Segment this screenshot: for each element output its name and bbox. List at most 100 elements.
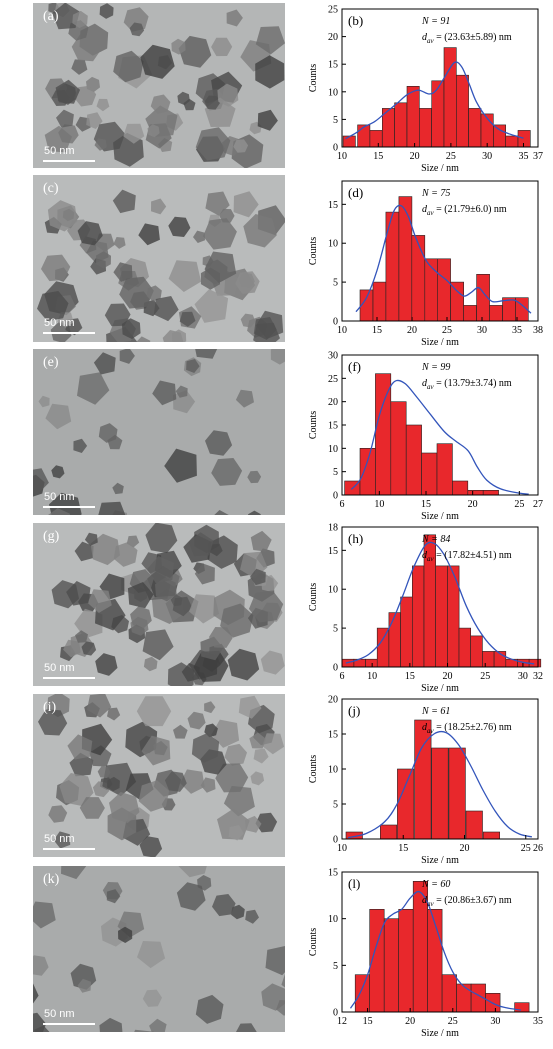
histogram-bar xyxy=(342,135,356,148)
histogram-bar xyxy=(406,86,420,148)
y-tick-label: 0 xyxy=(333,317,338,328)
histogram-bar xyxy=(390,401,407,496)
x-tick-label: 20 xyxy=(405,1016,415,1027)
y-tick-label: 15 xyxy=(328,546,338,557)
y-tick-label: 20 xyxy=(328,32,338,43)
y-tick-label: 10 xyxy=(328,914,338,925)
y-tick-label: 5 xyxy=(333,800,338,811)
x-tick-label: 35 xyxy=(533,1016,543,1027)
sample-count: N = 61 xyxy=(421,706,450,717)
x-axis-label: Size / nm xyxy=(421,855,459,865)
x-tick-label: 15 xyxy=(363,1016,373,1027)
scale-bar xyxy=(43,1023,95,1025)
sample-count: N = 91 xyxy=(421,16,450,27)
fit-curve xyxy=(350,379,529,495)
y-tick-label: 0 xyxy=(333,835,338,846)
x-tick-label: 30 xyxy=(482,151,492,162)
x-tick-label: 30 xyxy=(518,671,528,682)
histogram-bar xyxy=(424,258,439,322)
x-tick-label: 6 xyxy=(340,499,345,510)
x-tick-label: 26 xyxy=(533,843,543,854)
y-axis-label: Counts xyxy=(308,237,319,265)
scale-bar xyxy=(43,332,95,334)
panel-label: (c) xyxy=(43,181,59,196)
mean-size-annotation: dav = (17.82±4.51) nm xyxy=(422,550,512,563)
tem-image-e: (e) 50 nm xyxy=(33,349,285,515)
x-tick-label: 32 xyxy=(533,671,543,682)
y-tick-label: 15 xyxy=(328,868,338,879)
histogram-bar xyxy=(357,124,371,148)
tem-image-c: (c) 50 nm xyxy=(33,175,285,342)
x-tick-label: 35 xyxy=(512,325,522,336)
scale-bar xyxy=(43,848,95,850)
plot-frame xyxy=(341,526,539,668)
x-tick-label: 12 xyxy=(337,1016,347,1027)
y-tick-label: 15 xyxy=(328,60,338,71)
plot-frame xyxy=(341,180,539,322)
scale-bar xyxy=(43,677,95,679)
panel-label: (h) xyxy=(348,531,363,546)
tem-image-i: (i) 50 nm xyxy=(33,694,285,857)
x-tick-label: 25 xyxy=(521,843,531,854)
x-tick-label: 25 xyxy=(446,151,456,162)
y-tick-label: 0 xyxy=(333,491,338,502)
x-tick-label: 25 xyxy=(480,671,490,682)
y-tick-label: 0 xyxy=(333,1008,338,1019)
fit-curve xyxy=(355,204,532,314)
histogram-bar xyxy=(398,908,414,1013)
y-axis-label: Counts xyxy=(308,64,319,92)
x-tick-label: 15 xyxy=(421,499,431,510)
histogram-bar xyxy=(482,490,499,496)
histogram-bar xyxy=(359,448,376,496)
y-axis-label: Counts xyxy=(308,411,319,439)
fit-curve xyxy=(345,61,524,140)
micrograph xyxy=(33,866,285,1032)
tem-image-a: (a) 50 nm xyxy=(33,3,285,168)
x-tick-label: 35 xyxy=(518,151,528,162)
histogram-bar xyxy=(436,443,453,496)
sample-count: N = 84 xyxy=(421,534,450,545)
panel-label: (f) xyxy=(348,359,361,374)
x-tick-label: 20 xyxy=(460,843,470,854)
scale-bar-label: 50 nm xyxy=(44,662,75,674)
histogram-bar xyxy=(450,281,464,322)
fit-curve xyxy=(347,730,533,839)
y-tick-label: 10 xyxy=(328,239,338,250)
histogram-bar xyxy=(400,596,413,668)
x-tick-label: 10 xyxy=(337,325,347,336)
x-tick-label: 10 xyxy=(337,151,347,162)
mean-size-annotation: dav = (21.79±6.0) nm xyxy=(422,204,507,217)
histogram-bar xyxy=(380,824,398,840)
histogram-bar xyxy=(463,305,477,322)
sample-count: N = 99 xyxy=(421,362,450,373)
x-tick-label: 30 xyxy=(490,1016,500,1027)
panel-label: (b) xyxy=(348,13,363,28)
x-tick-label: 15 xyxy=(405,671,415,682)
sample-count: N = 60 xyxy=(421,879,450,890)
plot-frame xyxy=(341,871,539,1013)
histogram-bar xyxy=(489,305,503,322)
size-histogram-d: 10 15 20 25 30 35 38 0 5 10 15 Size / nm Counts (d) N … xyxy=(308,180,543,347)
y-tick-label: 18 xyxy=(328,523,338,534)
mean-size-annotation: dav = (23.63±5.89) nm xyxy=(422,32,512,45)
histogram-bar xyxy=(465,810,483,840)
histogram-bar xyxy=(435,565,448,668)
histogram-bar xyxy=(482,651,495,668)
y-tick-label: 5 xyxy=(333,115,338,126)
scale-bar-label: 50 nm xyxy=(44,1008,75,1020)
mean-size-annotation: dav = (20.86±3.67) nm xyxy=(422,895,512,908)
panel-label: (k) xyxy=(43,872,60,887)
histogram-bar xyxy=(470,635,483,668)
x-tick-label: 30 xyxy=(477,325,487,336)
histogram-bar xyxy=(419,108,432,148)
micrograph xyxy=(33,349,285,515)
histogram-bar xyxy=(456,74,469,148)
panel-label: (l) xyxy=(348,876,360,891)
histogram-bar xyxy=(354,974,371,1013)
mean-size-annotation: dav = (13.79±3.74) nm xyxy=(422,378,512,391)
scale-bar-label: 50 nm xyxy=(44,833,75,845)
y-tick-label: 5 xyxy=(333,278,338,289)
histogram-bar xyxy=(405,424,422,496)
y-tick-label: 5 xyxy=(333,624,338,635)
fit-curve xyxy=(345,541,535,665)
